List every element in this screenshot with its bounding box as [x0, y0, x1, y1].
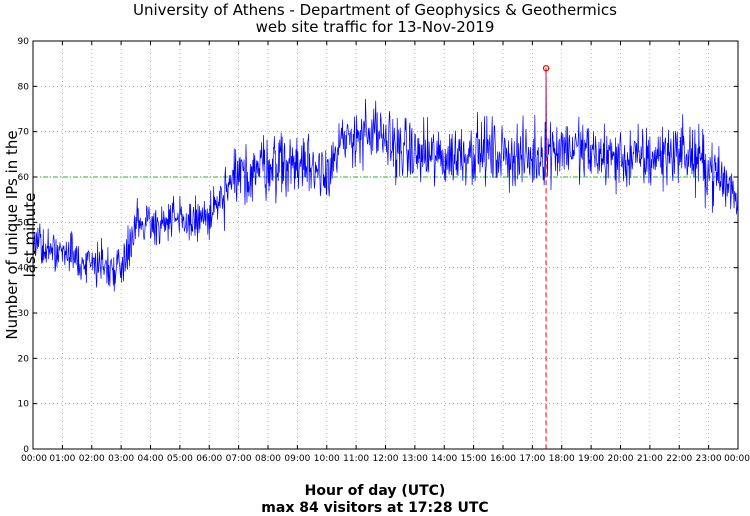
- x-tick-label: 23:00: [696, 454, 722, 464]
- traffic-series-line: [32, 68, 739, 292]
- x-tick-label: 18:00: [549, 454, 575, 464]
- x-tick-label: 14:00: [431, 454, 457, 464]
- y-tick-label: 0: [23, 445, 29, 455]
- x-tick-label: 05:00: [167, 454, 193, 464]
- y-tick-label: 50: [18, 218, 30, 228]
- x-tick-label: 04:00: [138, 454, 164, 464]
- x-tick-label: 11:00: [343, 454, 369, 464]
- x-tick-label: 13:00: [402, 454, 428, 464]
- x-tick-label: 03:00: [108, 454, 134, 464]
- x-tick-label: 15:00: [461, 454, 487, 464]
- x-tick-label: 16:00: [490, 454, 516, 464]
- chart-title: University of Athens - Department of Geo…: [133, 1, 617, 19]
- x-tick-label: 07:00: [226, 454, 252, 464]
- max-value-marker: [542, 64, 550, 72]
- x-tick-label: 10:00: [314, 454, 340, 464]
- y-tick-label: 60: [18, 173, 30, 183]
- x-tick-label: 06:00: [196, 454, 222, 464]
- x-tick-label: 17:00: [519, 454, 545, 464]
- x-tick-label: 12:00: [373, 454, 399, 464]
- y-tick-label: 40: [18, 264, 30, 274]
- chart-subtitle: web site traffic for 13-Nov-2019: [255, 18, 495, 36]
- y-axis-label: Number of unique IPs in the last minute: [3, 130, 39, 340]
- x-tick-label: 08:00: [255, 454, 281, 464]
- y-tick-label: 10: [18, 400, 30, 410]
- y-tick-label: 20: [18, 354, 30, 364]
- x-tick-label: 19:00: [578, 454, 604, 464]
- max-visitors-summary: max 84 visitors at 17:28 UTC: [261, 500, 489, 516]
- x-tick-label: 00:00: [724, 454, 750, 464]
- x-tick-label: 09:00: [284, 454, 310, 464]
- x-tick-label: 21:00: [637, 454, 663, 464]
- x-tick-label: 22:00: [666, 454, 692, 464]
- x-tick-label: 01:00: [49, 454, 75, 464]
- y-tick-label: 90: [18, 37, 30, 47]
- y-tick-label: 70: [18, 128, 30, 138]
- x-axis-label: Hour of day (UTC): [304, 483, 446, 499]
- x-tick-label: 00:00: [21, 454, 47, 464]
- y-tick-label: 80: [18, 82, 30, 92]
- x-tick-label: 02:00: [79, 454, 105, 464]
- y-tick-label: 30: [18, 309, 30, 319]
- x-tick-label: 20:00: [608, 454, 634, 464]
